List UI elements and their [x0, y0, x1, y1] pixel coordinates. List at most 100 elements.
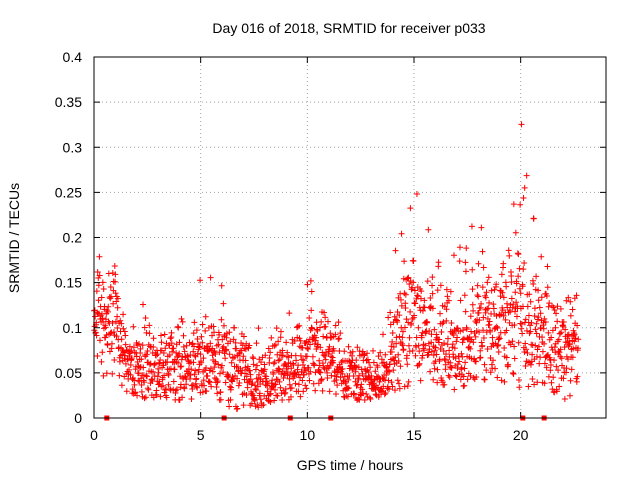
- data-point: [385, 367, 392, 374]
- data-point: [246, 367, 253, 374]
- data-point: [437, 282, 444, 289]
- data-point: [351, 390, 358, 397]
- data-point: [336, 335, 343, 342]
- data-point: [140, 301, 147, 308]
- data-point: [120, 325, 127, 332]
- data-point: [316, 357, 323, 364]
- data-point: [364, 350, 371, 357]
- data-point: [282, 389, 289, 396]
- data-point: [531, 305, 538, 312]
- data-point: [389, 330, 396, 337]
- data-point: [448, 319, 455, 326]
- data-point: [196, 343, 203, 350]
- data-point: [122, 341, 129, 348]
- data-point: [493, 323, 500, 330]
- data-point: [258, 359, 265, 366]
- data-point: [454, 325, 461, 332]
- data-point: [554, 303, 561, 310]
- data-point: [406, 281, 413, 288]
- data-point: [525, 383, 532, 390]
- data-point: [468, 328, 475, 335]
- data-point: [272, 381, 279, 388]
- data-point: [244, 384, 251, 391]
- data-point: [130, 323, 137, 330]
- y-tick-label: 0.4: [63, 49, 83, 65]
- data-point: [332, 322, 339, 329]
- data-point: [150, 335, 157, 342]
- data-point: [189, 381, 196, 388]
- data-point: [413, 190, 420, 197]
- data-point: [541, 380, 548, 387]
- data-point: [446, 347, 453, 354]
- data-point: [367, 395, 374, 402]
- data-point: [160, 350, 167, 357]
- data-point: [375, 353, 382, 360]
- data-point: [266, 354, 273, 361]
- data-point: [118, 336, 125, 343]
- data-point: [487, 328, 494, 335]
- data-point: [187, 375, 194, 382]
- data-point: [389, 383, 396, 390]
- data-point: [192, 353, 199, 360]
- data-point: [457, 328, 464, 335]
- data-point: [479, 284, 486, 291]
- data-point: [556, 383, 563, 390]
- data-point: [335, 336, 342, 343]
- data-point: [309, 325, 316, 332]
- data-point: [265, 345, 272, 352]
- data-point: [221, 350, 228, 357]
- data-point: [213, 383, 220, 390]
- data-point: [248, 381, 255, 388]
- data-point: [345, 343, 352, 350]
- data-point: [214, 377, 221, 384]
- data-point: [400, 346, 407, 353]
- data-point: [211, 374, 218, 381]
- data-point: [429, 290, 436, 297]
- data-point: [118, 382, 125, 389]
- data-point: [206, 378, 213, 385]
- data-point: [195, 366, 202, 373]
- y-tick-label: 0: [74, 410, 82, 426]
- data-point: [105, 303, 112, 310]
- data-point: [498, 377, 505, 384]
- data-point: [515, 251, 522, 258]
- data-point: [266, 398, 273, 405]
- data-point: [556, 349, 563, 356]
- data-point: [417, 307, 424, 314]
- data-point: [218, 316, 225, 323]
- data-point: [163, 394, 170, 401]
- data-point: [475, 309, 482, 316]
- data-point: [249, 390, 256, 397]
- data-point: [412, 352, 419, 359]
- data-point: [435, 259, 442, 266]
- data-point: [314, 327, 321, 334]
- data-point: [529, 351, 536, 358]
- data-point: [132, 389, 139, 396]
- data-point: [122, 360, 129, 367]
- data-point: [138, 388, 145, 395]
- data-point: [531, 381, 538, 388]
- grid-lines: [94, 57, 606, 418]
- data-point: [527, 322, 534, 329]
- data-point: [189, 385, 196, 392]
- data-point: [256, 371, 263, 378]
- data-point: [551, 357, 558, 364]
- data-point: [430, 352, 437, 359]
- data-point: [277, 384, 284, 391]
- data-point: [226, 329, 233, 336]
- data-point: [161, 331, 168, 338]
- data-point: [554, 318, 561, 325]
- data-point: [549, 327, 556, 334]
- data-point: [345, 384, 352, 391]
- data-point: [342, 380, 349, 387]
- data-point: [429, 274, 436, 281]
- data-point: [362, 376, 369, 383]
- data-point: [521, 184, 528, 191]
- data-point: [401, 324, 408, 331]
- data-point: [443, 286, 450, 293]
- data-point: [151, 361, 158, 368]
- data-point: [198, 359, 205, 366]
- data-point: [135, 370, 142, 377]
- data-point: [404, 275, 411, 282]
